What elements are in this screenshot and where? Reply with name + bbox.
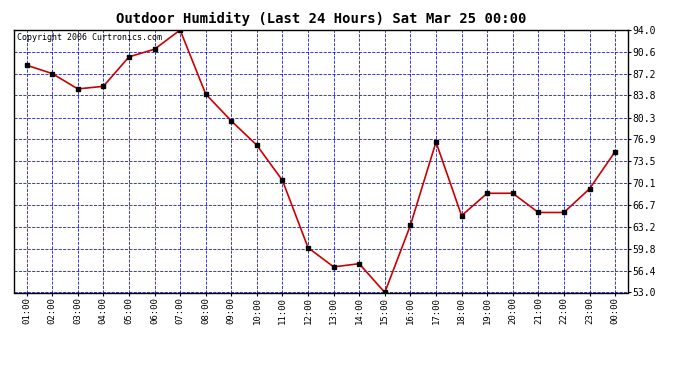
Text: Copyright 2006 Curtronics.com: Copyright 2006 Curtronics.com: [17, 33, 162, 42]
Title: Outdoor Humidity (Last 24 Hours) Sat Mar 25 00:00: Outdoor Humidity (Last 24 Hours) Sat Mar…: [116, 12, 526, 26]
